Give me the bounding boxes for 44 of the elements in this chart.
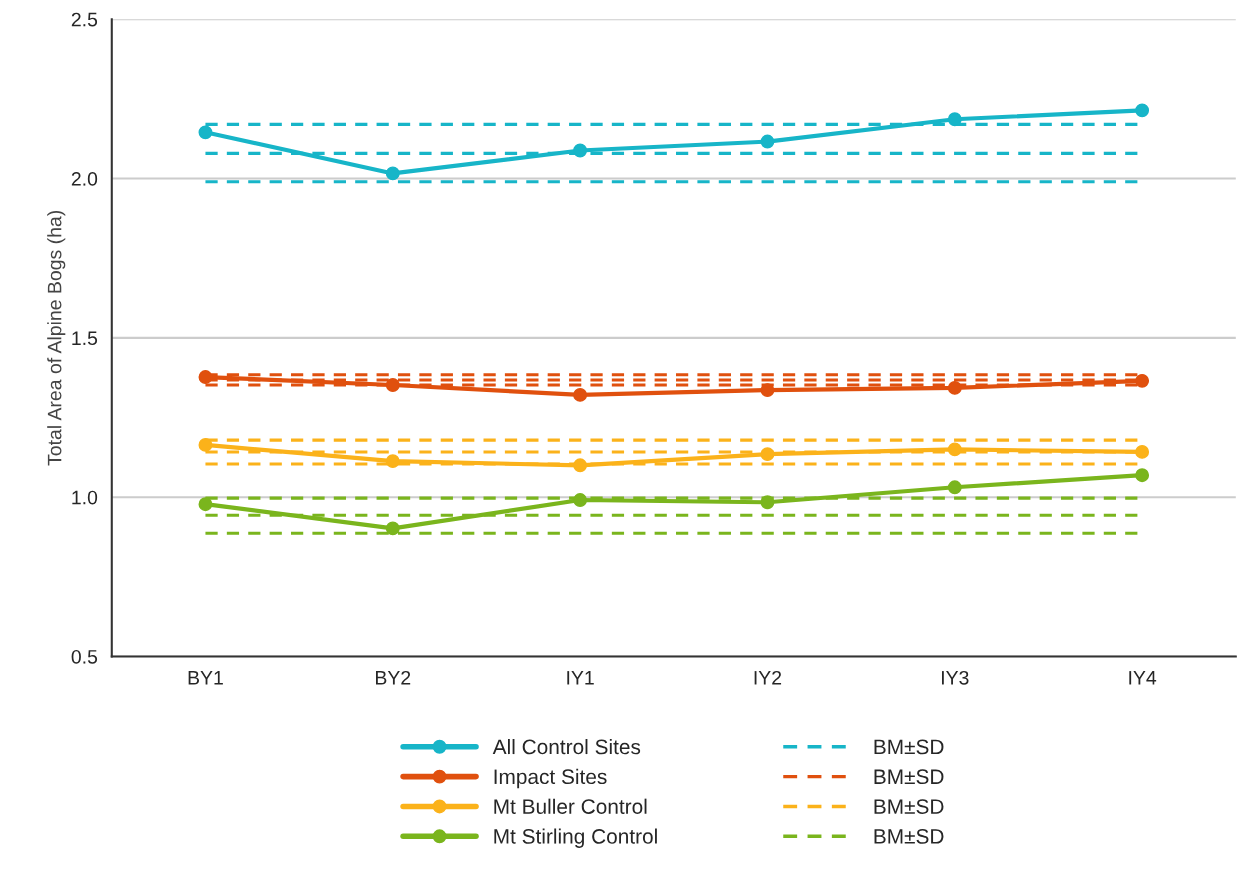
point xyxy=(760,495,775,510)
legend-label: Mt Buller Control xyxy=(494,798,647,814)
legend-label: All Control Sites xyxy=(492,738,641,755)
point xyxy=(573,458,588,473)
x-tick-label: IY2 xyxy=(754,670,782,685)
point xyxy=(198,125,213,140)
point xyxy=(385,166,400,181)
x-tick-label: BY1 xyxy=(188,671,223,685)
legend-label: BM±SD xyxy=(874,799,944,814)
point xyxy=(760,447,775,462)
y-tick-label: 1.5 xyxy=(72,331,98,346)
legend-label: Mt Stirling Control xyxy=(494,828,657,848)
y-tick-label: 0.5 xyxy=(71,649,98,664)
x-tick-label: IY1 xyxy=(567,671,594,685)
legend-label: BM±SD xyxy=(874,829,944,844)
point xyxy=(385,378,400,392)
legend-label: BM±SD xyxy=(874,739,944,755)
point xyxy=(1135,468,1150,483)
point xyxy=(198,437,213,452)
point xyxy=(1135,103,1150,118)
point xyxy=(385,454,400,469)
y-tick-label: 1.0 xyxy=(72,490,98,505)
point xyxy=(385,521,400,536)
x-tick-label: BY2 xyxy=(376,670,411,685)
point xyxy=(198,370,213,384)
legend-label: BM±SD xyxy=(874,769,944,785)
point xyxy=(760,383,775,398)
point xyxy=(947,442,962,457)
point xyxy=(947,380,962,395)
y-tick-label: 2.0 xyxy=(71,172,98,186)
x-tick-label: IY3 xyxy=(941,670,969,685)
point xyxy=(1135,373,1150,388)
point xyxy=(947,480,962,495)
y-axis-title: Total Area of Alpine Bogs (ha) xyxy=(47,210,66,466)
point xyxy=(573,493,588,507)
y-tick-label: 2.5 xyxy=(71,12,98,27)
legend-label: Impact Sites xyxy=(494,768,607,789)
point xyxy=(947,112,962,127)
point xyxy=(573,143,588,158)
point xyxy=(198,497,213,512)
point xyxy=(573,387,588,402)
point xyxy=(1135,444,1150,459)
x-tick-label: IY4 xyxy=(1129,671,1157,685)
point xyxy=(760,134,775,149)
